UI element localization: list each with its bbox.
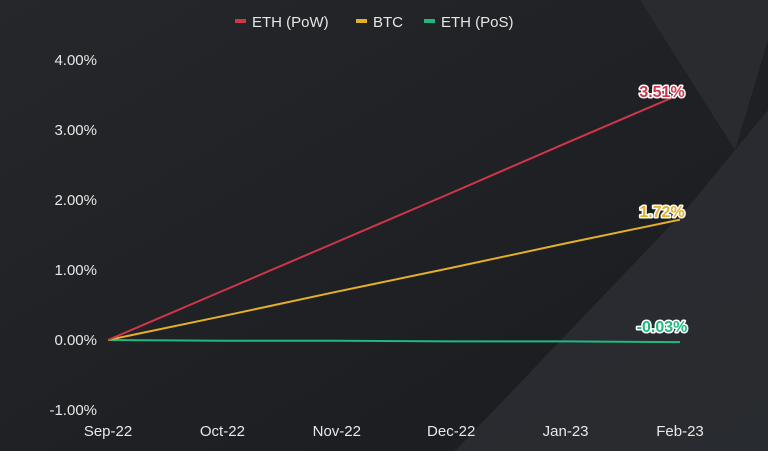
y-axis: 4.00% 3.00% 2.00% 1.00% 0.00% -1.00% (49, 52, 97, 419)
x-tick-label: Jan-23 (543, 423, 589, 440)
data-label: -0.03% (637, 319, 688, 336)
end-labels: 3.51% 1.72% -0.03% (635, 83, 689, 338)
legend-swatch (235, 19, 246, 23)
series-lines (107, 93, 681, 344)
background-shape-top (560, 0, 768, 150)
x-tick-label: Oct-22 (200, 423, 245, 440)
x-axis: Sep-22 Oct-22 Nov-22 Dec-22 Jan-23 Feb-23 (84, 423, 704, 440)
x-tick-label: Nov-22 (313, 423, 361, 440)
series-line (107, 339, 681, 344)
x-tick-label: Dec-22 (427, 423, 475, 440)
y-tick-label: -1.00% (49, 402, 97, 419)
data-label: 3.51% (639, 84, 684, 101)
y-tick-label: 1.00% (54, 262, 97, 279)
data-label: 1.72% (639, 204, 684, 221)
series-line (107, 218, 681, 341)
background-shape-right (455, 110, 768, 451)
legend-label: BTC (373, 14, 403, 31)
y-tick-label: 0.00% (54, 332, 97, 349)
series-line (107, 93, 681, 341)
y-tick-label: 4.00% (54, 52, 97, 69)
chart-legend: ETH (PoW) BTC ETH (PoS) (235, 14, 514, 31)
legend-label: ETH (PoS) (441, 14, 514, 31)
y-tick-label: 2.00% (54, 192, 97, 209)
legend-swatch (356, 19, 367, 23)
legend-swatch (424, 19, 435, 23)
legend-label: ETH (PoW) (252, 14, 329, 31)
x-tick-label: Feb-23 (656, 423, 704, 440)
x-tick-label: Sep-22 (84, 423, 132, 440)
y-tick-label: 3.00% (54, 122, 97, 139)
